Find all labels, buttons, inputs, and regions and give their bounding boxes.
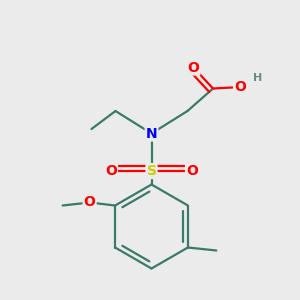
Text: N: N (146, 127, 157, 140)
Text: O: O (84, 196, 96, 209)
Text: O: O (188, 61, 200, 74)
Text: H: H (254, 73, 262, 83)
Text: O: O (234, 80, 246, 94)
Text: O: O (186, 164, 198, 178)
Text: S: S (146, 164, 157, 178)
Text: O: O (105, 164, 117, 178)
